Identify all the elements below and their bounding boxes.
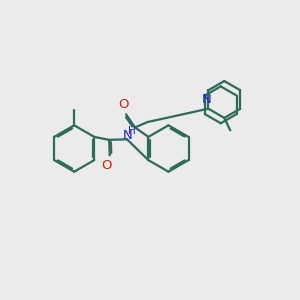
Text: N: N <box>122 129 132 142</box>
Text: O: O <box>118 98 128 111</box>
Text: O: O <box>101 159 112 172</box>
Text: H: H <box>128 126 135 136</box>
Text: N: N <box>202 93 212 106</box>
